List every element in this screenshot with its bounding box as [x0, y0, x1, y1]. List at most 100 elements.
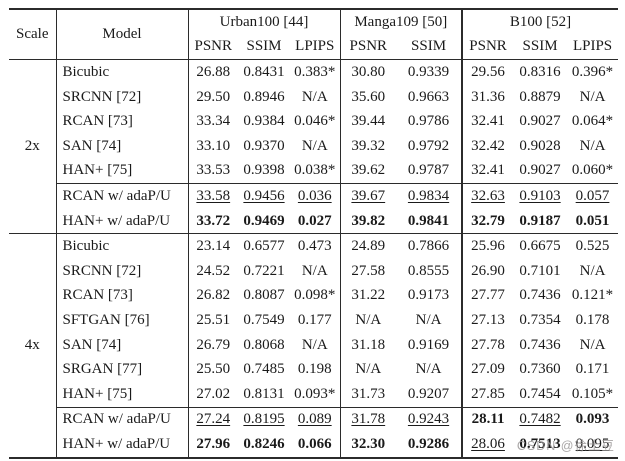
header-dataset: B100 [52]	[509, 13, 572, 30]
value-cell: 0.9286	[396, 432, 464, 458]
value-cell: 39.67	[340, 183, 397, 209]
table-row: SAN [74] 26.79 0.8068 N/A 31.18 0.9169 27.78 0.…	[9, 332, 618, 358]
value-cell: 0.046*	[290, 109, 341, 134]
header-dataset: Manga109 [50]	[340, 9, 464, 35]
table-row: SAN [74] 33.10 0.9370 N/A 39.32 0.9792 32.42 0.…	[9, 133, 618, 159]
value-cell: 0.396*	[571, 63, 614, 80]
value-cell: 0.9339	[396, 59, 464, 85]
value-cell: 0.9169	[396, 332, 464, 358]
value-cell: 0.9027	[519, 162, 561, 179]
value-cell: 29.56	[471, 63, 505, 80]
value-cell: 25.51	[196, 311, 231, 328]
value-cell: 0.7436	[519, 336, 561, 353]
table-row: HAN+ [75] 33.53 0.9398 0.038* 39.62 0.9787 32.…	[9, 158, 618, 184]
value-cell: 32.63	[462, 183, 514, 209]
value-cell: 27.09	[471, 361, 505, 378]
value-cell: 0.9663	[396, 84, 464, 110]
value-cell: 0.9384	[243, 113, 285, 130]
value-cell: 0.383*	[290, 59, 341, 85]
value-cell: 27.13	[471, 311, 505, 328]
value-cell: 32.41	[471, 113, 505, 130]
value-cell: 0.064*	[571, 113, 614, 130]
value-cell: 32.42	[471, 137, 505, 154]
value-cell: 0.060*	[571, 162, 614, 179]
value-cell: 0.8431	[243, 63, 285, 80]
model-cell: RCAN [73]	[56, 109, 189, 134]
header-metric: SSIM	[396, 34, 464, 61]
value-cell: 0.6577	[238, 233, 290, 259]
value-cell: 33.58	[188, 183, 238, 209]
value-cell: 32.30	[351, 435, 386, 452]
value-cell: 0.7436	[519, 287, 561, 304]
value-cell: 30.80	[351, 63, 386, 80]
value-cell: N/A	[579, 137, 606, 154]
header-dataset: Urban100 [44]	[188, 9, 341, 35]
value-cell: 0.7549	[243, 311, 285, 328]
value-cell: 0.9027	[519, 113, 561, 130]
header-metric: PSNR	[188, 34, 238, 61]
value-cell: 31.73	[351, 385, 386, 402]
value-cell: 33.10	[196, 137, 231, 154]
value-cell: 27.24	[188, 406, 238, 433]
value-cell: 0.8087	[243, 287, 285, 304]
value-cell: N/A	[355, 361, 382, 378]
value-cell: 26.82	[196, 287, 231, 304]
model-cell: SRCNN [72]	[56, 258, 189, 284]
value-cell: 0.9841	[396, 208, 464, 234]
value-cell: 0.9103	[513, 183, 568, 209]
model-cell: RCAN w/ adaP/U	[56, 406, 189, 433]
table-row: RCAN w/ adaP/U 33.58 0.9456 0.036 39.67 0.983…	[9, 183, 619, 209]
value-cell: 0.8946	[243, 88, 285, 105]
value-cell: N/A	[290, 332, 341, 358]
table-row: RCAN [73] 26.82 0.8087 0.098* 31.22 0.9173 27.…	[9, 283, 618, 309]
table-body: 2x Bicubic 26.88 0.8431 0.383* 30.80 0.9339 29.…	[9, 59, 619, 458]
value-cell: 0.9173	[396, 283, 464, 309]
value-cell: N/A	[290, 84, 341, 110]
value-cell: 0.9370	[243, 137, 285, 154]
model-cell: HAN+ w/ adaP/U	[56, 432, 189, 458]
value-cell: 0.089	[290, 406, 341, 433]
value-cell: 0.9456	[238, 183, 290, 209]
header-metric: PSNR	[462, 34, 514, 61]
value-cell: 0.177	[290, 308, 341, 333]
value-cell: 27.96	[196, 435, 231, 452]
value-cell: 33.72	[196, 212, 231, 229]
value-cell: 0.7221	[243, 262, 285, 279]
value-cell: 24.52	[196, 262, 231, 279]
value-cell: 28.11	[462, 406, 514, 433]
value-cell: 0.7360	[519, 361, 561, 378]
value-cell: 0.7354	[519, 311, 561, 328]
value-cell: 0.8316	[519, 63, 561, 80]
value-cell: 32.41	[471, 162, 505, 179]
model-cell: SAN [74]	[56, 133, 189, 159]
value-cell: 0.9398	[243, 162, 285, 179]
header-metric: SSIM	[238, 34, 290, 61]
value-cell: 0.8879	[519, 88, 561, 105]
value-cell: 28.06	[471, 435, 505, 452]
value-cell: 0.105*	[571, 385, 614, 402]
value-cell: N/A	[290, 133, 341, 159]
value-cell: 0.9786	[396, 109, 464, 134]
value-cell: 27.78	[471, 336, 505, 353]
header-model: Model	[56, 9, 189, 61]
value-cell: 39.82	[351, 212, 386, 229]
value-cell: 0.9187	[519, 212, 561, 229]
table-row: RCAN w/ adaP/U 27.24 0.8195 0.089 31.78 0.924…	[9, 406, 619, 433]
value-cell: 0.057	[567, 183, 619, 209]
value-cell: 0.9787	[396, 158, 464, 184]
value-cell: 0.178	[575, 311, 610, 328]
value-cell: 33.53	[196, 162, 231, 179]
model-cell: HAN+ [75]	[56, 158, 189, 184]
value-cell: 0.7485	[243, 361, 285, 378]
value-cell: N/A	[396, 357, 464, 382]
value-cell: N/A	[290, 258, 341, 284]
value-cell: N/A	[396, 308, 464, 333]
table-row: SRCNN [72] 24.52 0.7221 N/A 27.58 0.8555 26.90…	[9, 258, 618, 284]
model-cell: SFTGAN [76]	[56, 308, 189, 333]
header-metric: LPIPS	[290, 34, 341, 61]
model-cell: RCAN w/ adaP/U	[56, 183, 189, 209]
value-cell: 0.9243	[396, 406, 464, 433]
value-cell: N/A	[355, 311, 382, 328]
value-cell: 0.7454	[519, 385, 561, 402]
